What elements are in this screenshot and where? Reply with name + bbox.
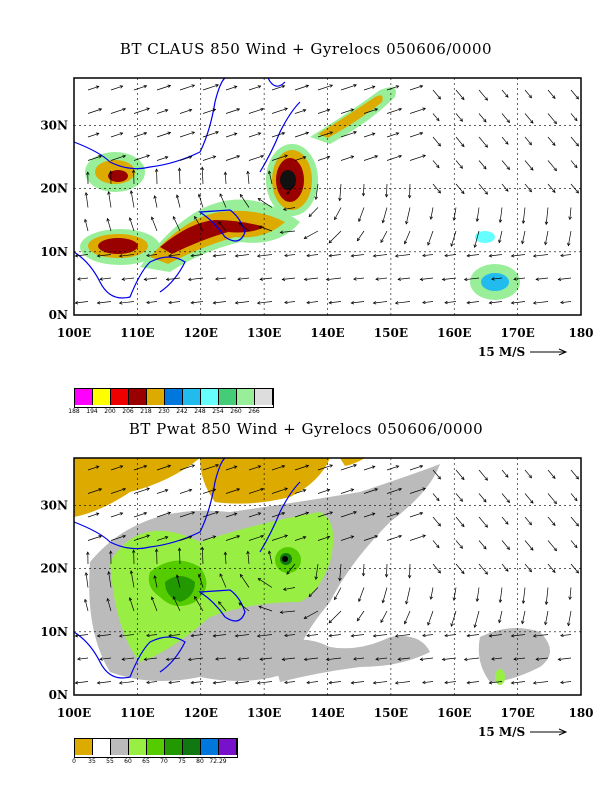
lon-tick-label: 100E (57, 706, 91, 720)
colorbar-swatch (129, 389, 147, 405)
colorbar-swatch (75, 739, 93, 755)
lon-tick-label: 140E (310, 326, 344, 340)
lon-tick-label: 170E (501, 706, 535, 720)
colorbar-label: 35 (88, 758, 96, 765)
lon-tick-label: 140E (310, 706, 344, 720)
lon-tick-label: 110E (120, 706, 154, 720)
lon-tick-label: 130E (247, 326, 281, 340)
panel1-reference-label: 15 M/S (478, 345, 525, 359)
panel2-lon-labels: 100E 110E 120E 130E 140E 150E 160E 170E 180 (57, 706, 594, 720)
lon-tick-label: 150E (374, 326, 408, 340)
colorbar-swatch (147, 389, 165, 405)
colorbar-swatch (201, 389, 219, 405)
colorbar-label: 194 (86, 408, 98, 415)
colorbar-swatch (183, 389, 201, 405)
lon-tick-label: 130E (247, 706, 281, 720)
colorbar-label: 200 (104, 408, 116, 415)
lon-tick-label: 100E (57, 326, 91, 340)
colorbar-swatch (237, 389, 255, 405)
panel2-colorbar (74, 738, 238, 758)
panel1-colorbar-labels: 188 194 200 206 218 230 242 248 254 260 266 (0, 408, 612, 418)
colorbar-swatch (165, 739, 183, 755)
lat-tick-label: 30N (40, 498, 68, 512)
colorbar-label: 254 (212, 408, 224, 415)
lat-tick-label: 30N (40, 118, 68, 132)
lon-tick-label: 180 (568, 326, 593, 340)
colorbar-swatch (129, 739, 147, 755)
colorbar-label: 248 (194, 408, 206, 415)
colorbar-swatch (201, 739, 219, 755)
panel1-title: BT CLAUS 850 Wind + Gyrelocs 050606/0000 (119, 40, 493, 58)
coastline (73, 77, 301, 299)
lon-tick-label: 120E (184, 706, 218, 720)
colorbar-label: 55 (106, 758, 114, 765)
lat-tick-label: 10N (40, 245, 68, 259)
colorbar-swatch (183, 739, 201, 755)
lat-tick-label: 0N (49, 308, 68, 322)
colorbar-label: 206 (122, 408, 134, 415)
panel2-title: BT Pwat 850 Wind + Gyrelocs 050606/0000 (128, 420, 484, 438)
lat-tick-label: 20N (40, 562, 68, 576)
panel1-map: 100E 110E 120E 130E 140E 150E 160E 170E 180 0N 10… (40, 77, 594, 359)
panel2-reference-label: 15 M/S (478, 725, 525, 739)
lon-tick-label: 160E (437, 706, 471, 720)
colorbar-label: 260 (230, 408, 242, 415)
colorbar-label: 0 (72, 758, 76, 765)
colorbar-swatch (111, 739, 129, 755)
lat-tick-label: 20N (40, 182, 68, 196)
lon-tick-label: 180 (568, 706, 593, 720)
lon-tick-label: 170E (501, 326, 535, 340)
cloud-shading (80, 87, 520, 300)
colorbar-label: 188 (68, 408, 80, 415)
colorbar-swatch (93, 389, 111, 405)
colorbar-swatch (93, 739, 111, 755)
colorbar-label: 80 (196, 758, 204, 765)
panel2-map: 100E 110E 120E 130E 140E 150E 160E 170E 180 0N 10… (40, 457, 594, 739)
colorbar-label: 75 (178, 758, 186, 765)
panel2-lat-labels: 0N 10N 20N 30N (40, 498, 68, 702)
colorbar-label: 65 (142, 758, 150, 765)
panel1-wind-vectors (74, 84, 579, 305)
lon-tick-label: 120E (184, 326, 218, 340)
colorbar-swatch (255, 389, 273, 405)
colorbar-swatch (219, 389, 237, 405)
panel1-lon-labels: 100E 110E 120E 130E 140E 150E 160E 170E 180 (57, 326, 594, 340)
lon-tick-label: 150E (374, 706, 408, 720)
lon-tick-label: 110E (120, 326, 154, 340)
coastline (73, 457, 301, 679)
colorbar-label: 266 (248, 408, 260, 415)
lon-tick-label: 160E (437, 326, 471, 340)
panel1-colorbar (74, 388, 274, 408)
colorbar-label: 72.29 (209, 758, 227, 765)
panel2-wind-vectors (74, 464, 579, 685)
panel2-colorbar-labels: 0 35 55 60 65 70 75 80 72.29 (0, 758, 612, 768)
colorbar-swatch (147, 739, 165, 755)
pwat-shading (74, 458, 550, 685)
colorbar-swatch (219, 739, 237, 755)
lat-tick-label: 10N (40, 625, 68, 639)
lat-tick-label: 0N (49, 688, 68, 702)
colorbar-label: 70 (160, 758, 168, 765)
panel1-lat-labels: 0N 10N 20N 30N (40, 118, 68, 322)
colorbar-swatch (111, 389, 129, 405)
colorbar-label: 60 (124, 758, 132, 765)
colorbar-swatch (165, 389, 183, 405)
colorbar-label: 218 (140, 408, 152, 415)
colorbar-label: 242 (176, 408, 188, 415)
colorbar-swatch (75, 389, 93, 405)
colorbar-label: 230 (158, 408, 170, 415)
